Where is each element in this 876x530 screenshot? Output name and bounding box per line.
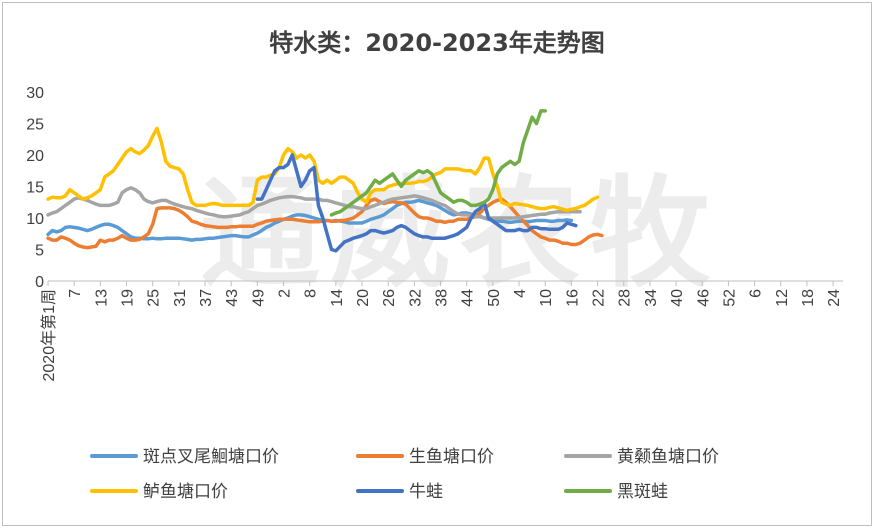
- series-line-6: [329, 109, 547, 217]
- x-tick-label: 14: [329, 289, 346, 307]
- legend-label: 黑斑蛙: [617, 482, 668, 502]
- x-tick-label: 31: [172, 289, 189, 307]
- x-tick-label: 26: [381, 289, 398, 307]
- y-tick-label: 10: [26, 211, 44, 228]
- x-tick-label: 46: [695, 289, 712, 307]
- legend-label: 黄颡鱼塘口价: [617, 447, 719, 467]
- legend-label: 牛蛙: [409, 482, 443, 502]
- x-tick-label: 2: [277, 289, 294, 298]
- series-line-4: [46, 126, 600, 213]
- x-tick-label: 7: [67, 289, 84, 298]
- x-tick-label: 32: [407, 289, 424, 307]
- y-tick-label: 30: [26, 85, 44, 102]
- x-tick-label: 18: [800, 289, 817, 307]
- x-tick-label: 8: [303, 289, 320, 298]
- x-tick-label: 19: [120, 289, 137, 307]
- y-tick-label: 15: [26, 180, 44, 197]
- x-tick-label: 40: [669, 289, 686, 307]
- x-tick-label: 34: [643, 289, 660, 307]
- x-tick-label: 13: [93, 289, 110, 307]
- x-tick-label: 16: [564, 289, 581, 307]
- x-tick-label: 50: [486, 289, 503, 307]
- x-tick-label: 52: [721, 289, 738, 307]
- series-line-5: [255, 153, 578, 253]
- x-tick-label: 24: [826, 289, 843, 307]
- x-tick-label: 4: [512, 289, 529, 298]
- x-tick-label: 25: [146, 289, 163, 307]
- x-tick-label: 22: [591, 289, 608, 307]
- y-axis: 0 5 10 15 20 25 30: [26, 85, 44, 291]
- legend-label: 斑点叉尾鮰塘口价: [143, 447, 279, 467]
- x-tick-label: 2020年第1周: [40, 289, 58, 382]
- x-axis: 2020年第1周 7 13 19 25 31 37 43 49 2 8 14 20 26 32 38 44 50 4…: [40, 280, 844, 382]
- x-tick-label: 49: [250, 289, 267, 307]
- y-tick-label: 0: [35, 274, 44, 291]
- x-tick-label: 43: [224, 289, 241, 307]
- x-tick-label: 28: [617, 289, 634, 307]
- x-tick-label: 6: [748, 289, 765, 298]
- x-tick-label: 44: [460, 289, 477, 307]
- x-tick-label: 12: [774, 289, 791, 307]
- x-tick-label: 37: [198, 289, 215, 307]
- x-tick-label: 10: [538, 289, 555, 307]
- y-tick-label: 20: [26, 148, 44, 165]
- x-tick-label: 20: [355, 289, 372, 307]
- plot-area: [46, 109, 604, 253]
- chart-title: 特水类：2020-2023年走势图: [269, 29, 605, 57]
- x-tick-label: 38: [434, 289, 451, 307]
- y-tick-label: 5: [35, 243, 44, 260]
- y-tick-label: 25: [26, 117, 44, 134]
- legend-label: 鲈鱼塘口价: [143, 482, 228, 502]
- legend-label: 生鱼塘口价: [409, 447, 494, 467]
